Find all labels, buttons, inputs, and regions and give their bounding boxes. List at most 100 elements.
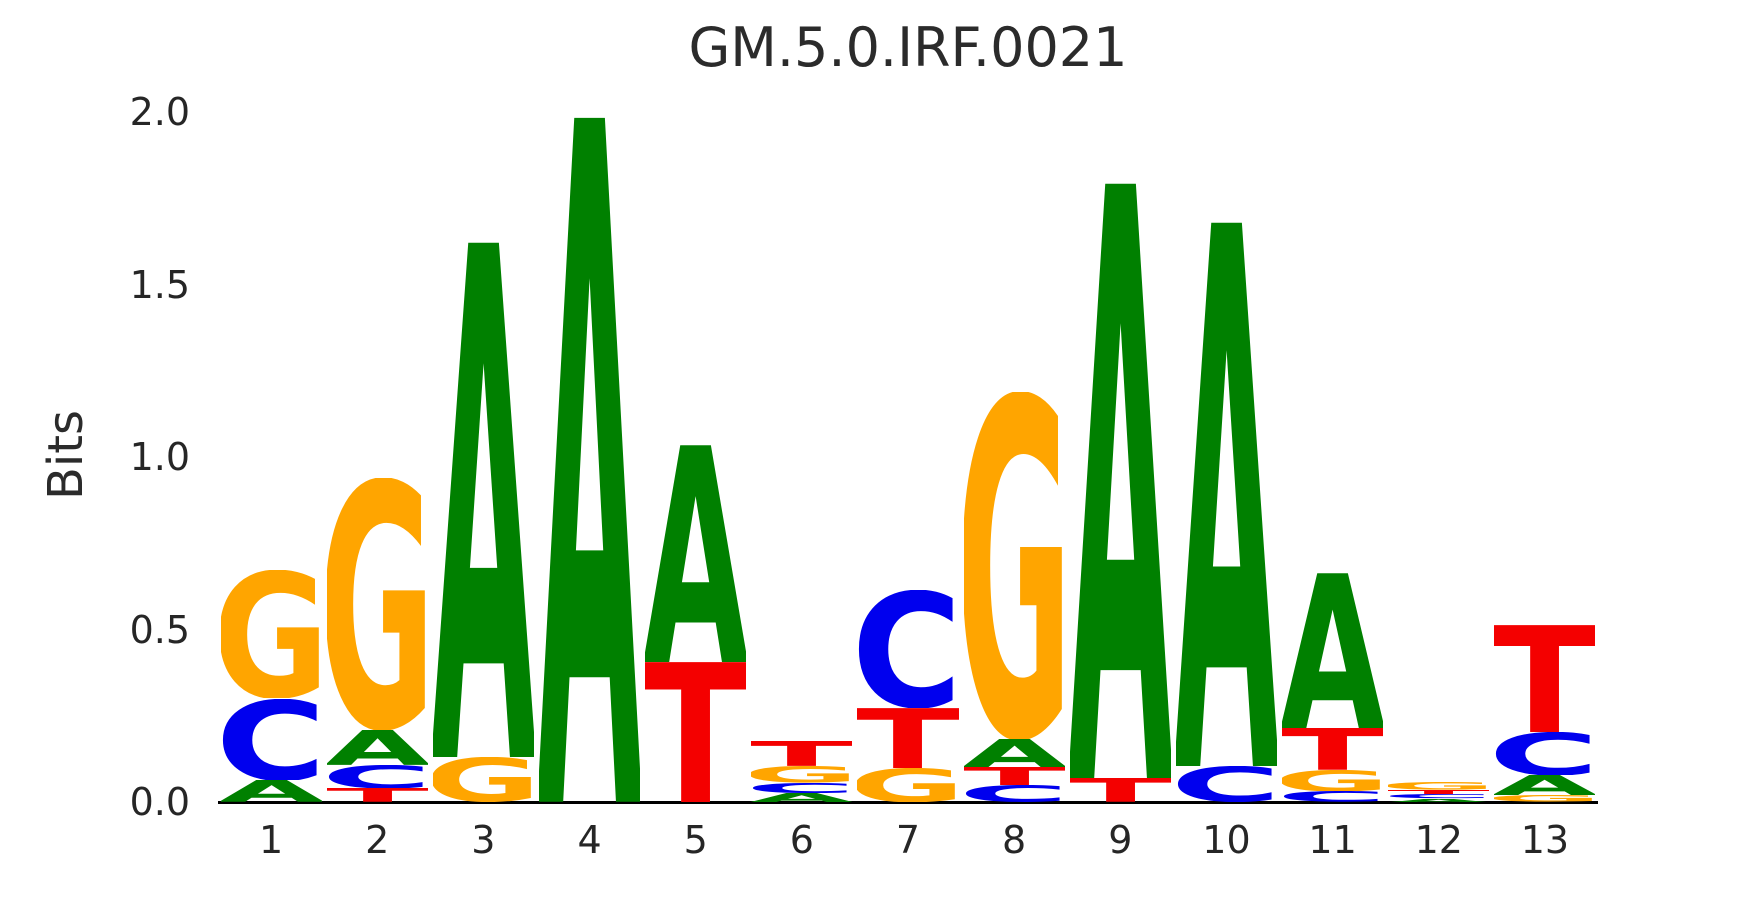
logo-letter-C: C (964, 785, 1065, 802)
logo-letter-T: T (751, 741, 852, 766)
svg-text:G: G (433, 757, 534, 802)
svg-text:T: T (1282, 728, 1383, 770)
logo-letter-A: A (539, 117, 640, 802)
logo-letter-C: C (857, 590, 958, 708)
logo-letter-G: G (1388, 782, 1489, 790)
svg-text:A: A (221, 780, 322, 802)
logo-letter-C: C (1494, 732, 1595, 775)
logo-letter-G: G (327, 478, 428, 730)
logo-letter-C: C (1282, 791, 1383, 802)
svg-text:T: T (1494, 625, 1595, 732)
x-tick-label-10: 10 (1202, 818, 1251, 862)
x-tick-label-2: 2 (365, 818, 390, 862)
logo-letter-C: C (1388, 794, 1489, 798)
logo-letter-T: T (1282, 728, 1383, 770)
logo-letter-G: G (751, 766, 852, 783)
logo-stack-pos-1: ACG (221, 0, 322, 802)
svg-text:G: G (1388, 782, 1489, 790)
svg-text:A: A (1070, 183, 1171, 778)
x-tick-label-7: 7 (895, 818, 921, 862)
svg-text:A: A (1494, 775, 1595, 795)
svg-text:C: C (751, 783, 852, 793)
logo-stack-pos-6: ACGT (751, 0, 852, 802)
logo-stack-pos-13: GACT (1494, 0, 1595, 802)
logo-letter-G: G (964, 392, 1065, 739)
logo-letter-G: G (221, 570, 322, 698)
svg-text:T: T (964, 767, 1065, 785)
logo-letter-A: A (645, 445, 746, 662)
logo-letter-A: A (327, 730, 428, 765)
logo-letter-T: T (857, 708, 958, 768)
svg-text:A: A (327, 730, 428, 765)
x-tick-label-5: 5 (683, 818, 708, 862)
svg-text:A: A (964, 739, 1065, 767)
logo-letter-T: T (327, 788, 428, 802)
logo-letter-G: G (1494, 795, 1595, 802)
logo-letter-A: A (1388, 799, 1489, 802)
svg-text:G: G (221, 570, 322, 698)
logo-letter-T: T (645, 662, 746, 802)
logo-letter-C: C (327, 765, 428, 788)
logo-letter-A: A (433, 242, 534, 757)
svg-text:C: C (1282, 791, 1383, 802)
logo-stack-pos-8: CTAG (964, 0, 1065, 802)
svg-text:G: G (1494, 795, 1595, 802)
logo-stack-pos-4: A (539, 0, 640, 802)
svg-text:A: A (1388, 799, 1489, 802)
svg-text:G: G (1282, 770, 1383, 791)
x-tick-label-6: 6 (789, 818, 814, 862)
logo-letter-A: A (1070, 183, 1171, 778)
svg-text:A: A (645, 445, 746, 662)
x-tick-label-12: 12 (1414, 818, 1463, 862)
y-tick-label-0.5: 0.5 (129, 607, 190, 652)
logo-letter-T: T (1494, 625, 1595, 732)
x-tick-label-3: 3 (471, 818, 496, 862)
svg-text:G: G (751, 766, 852, 783)
x-tick-label-13: 13 (1520, 818, 1570, 862)
y-tick-label-2.0: 2.0 (129, 90, 190, 134)
logo-stack-pos-11: CGTA (1282, 0, 1383, 802)
logo-stack-pos-3: GA (433, 0, 534, 802)
svg-text:C: C (327, 765, 428, 788)
svg-text:G: G (964, 392, 1065, 739)
svg-text:A: A (539, 117, 640, 802)
svg-text:A: A (1176, 222, 1277, 766)
logo-letter-A: A (751, 793, 852, 802)
svg-text:T: T (1388, 790, 1489, 795)
svg-text:C: C (1494, 732, 1595, 775)
svg-text:C: C (857, 590, 958, 708)
logo-letter-A: A (221, 780, 322, 802)
x-tick-label-11: 11 (1308, 818, 1357, 862)
logo-stack-pos-2: TCAG (327, 0, 428, 802)
svg-text:C: C (1388, 794, 1489, 798)
svg-text:T: T (751, 741, 852, 766)
svg-text:C: C (964, 785, 1065, 802)
logo-letter-G: G (1282, 770, 1383, 791)
logo-stack-pos-7: GTC (857, 0, 958, 802)
logo-letter-A: A (1282, 573, 1383, 729)
logo-letter-G: G (857, 768, 958, 802)
logo-letter-A: A (964, 739, 1065, 767)
svg-text:T: T (645, 662, 746, 802)
logo-letter-C: C (221, 699, 322, 781)
logo-letter-A: A (1176, 222, 1277, 766)
svg-text:A: A (1282, 573, 1383, 729)
svg-text:G: G (327, 478, 428, 730)
logo-letter-C: C (751, 783, 852, 793)
svg-text:T: T (327, 788, 428, 802)
svg-text:A: A (433, 242, 534, 757)
x-axis-line (218, 801, 1598, 804)
logo-letter-T: T (1388, 790, 1489, 795)
svg-text:T: T (1070, 778, 1171, 802)
y-tick-label-1.5: 1.5 (129, 262, 190, 307)
y-tick-label-0.0: 0.0 (129, 780, 190, 824)
x-tick-label-4: 4 (577, 818, 602, 862)
y-tick-label-1.0: 1.0 (129, 435, 190, 479)
logo-letter-T: T (1070, 778, 1171, 802)
chart-title: GM.5.0.IRF.0021 (688, 16, 1128, 79)
logo-stack-pos-12: ACTG (1388, 0, 1489, 802)
